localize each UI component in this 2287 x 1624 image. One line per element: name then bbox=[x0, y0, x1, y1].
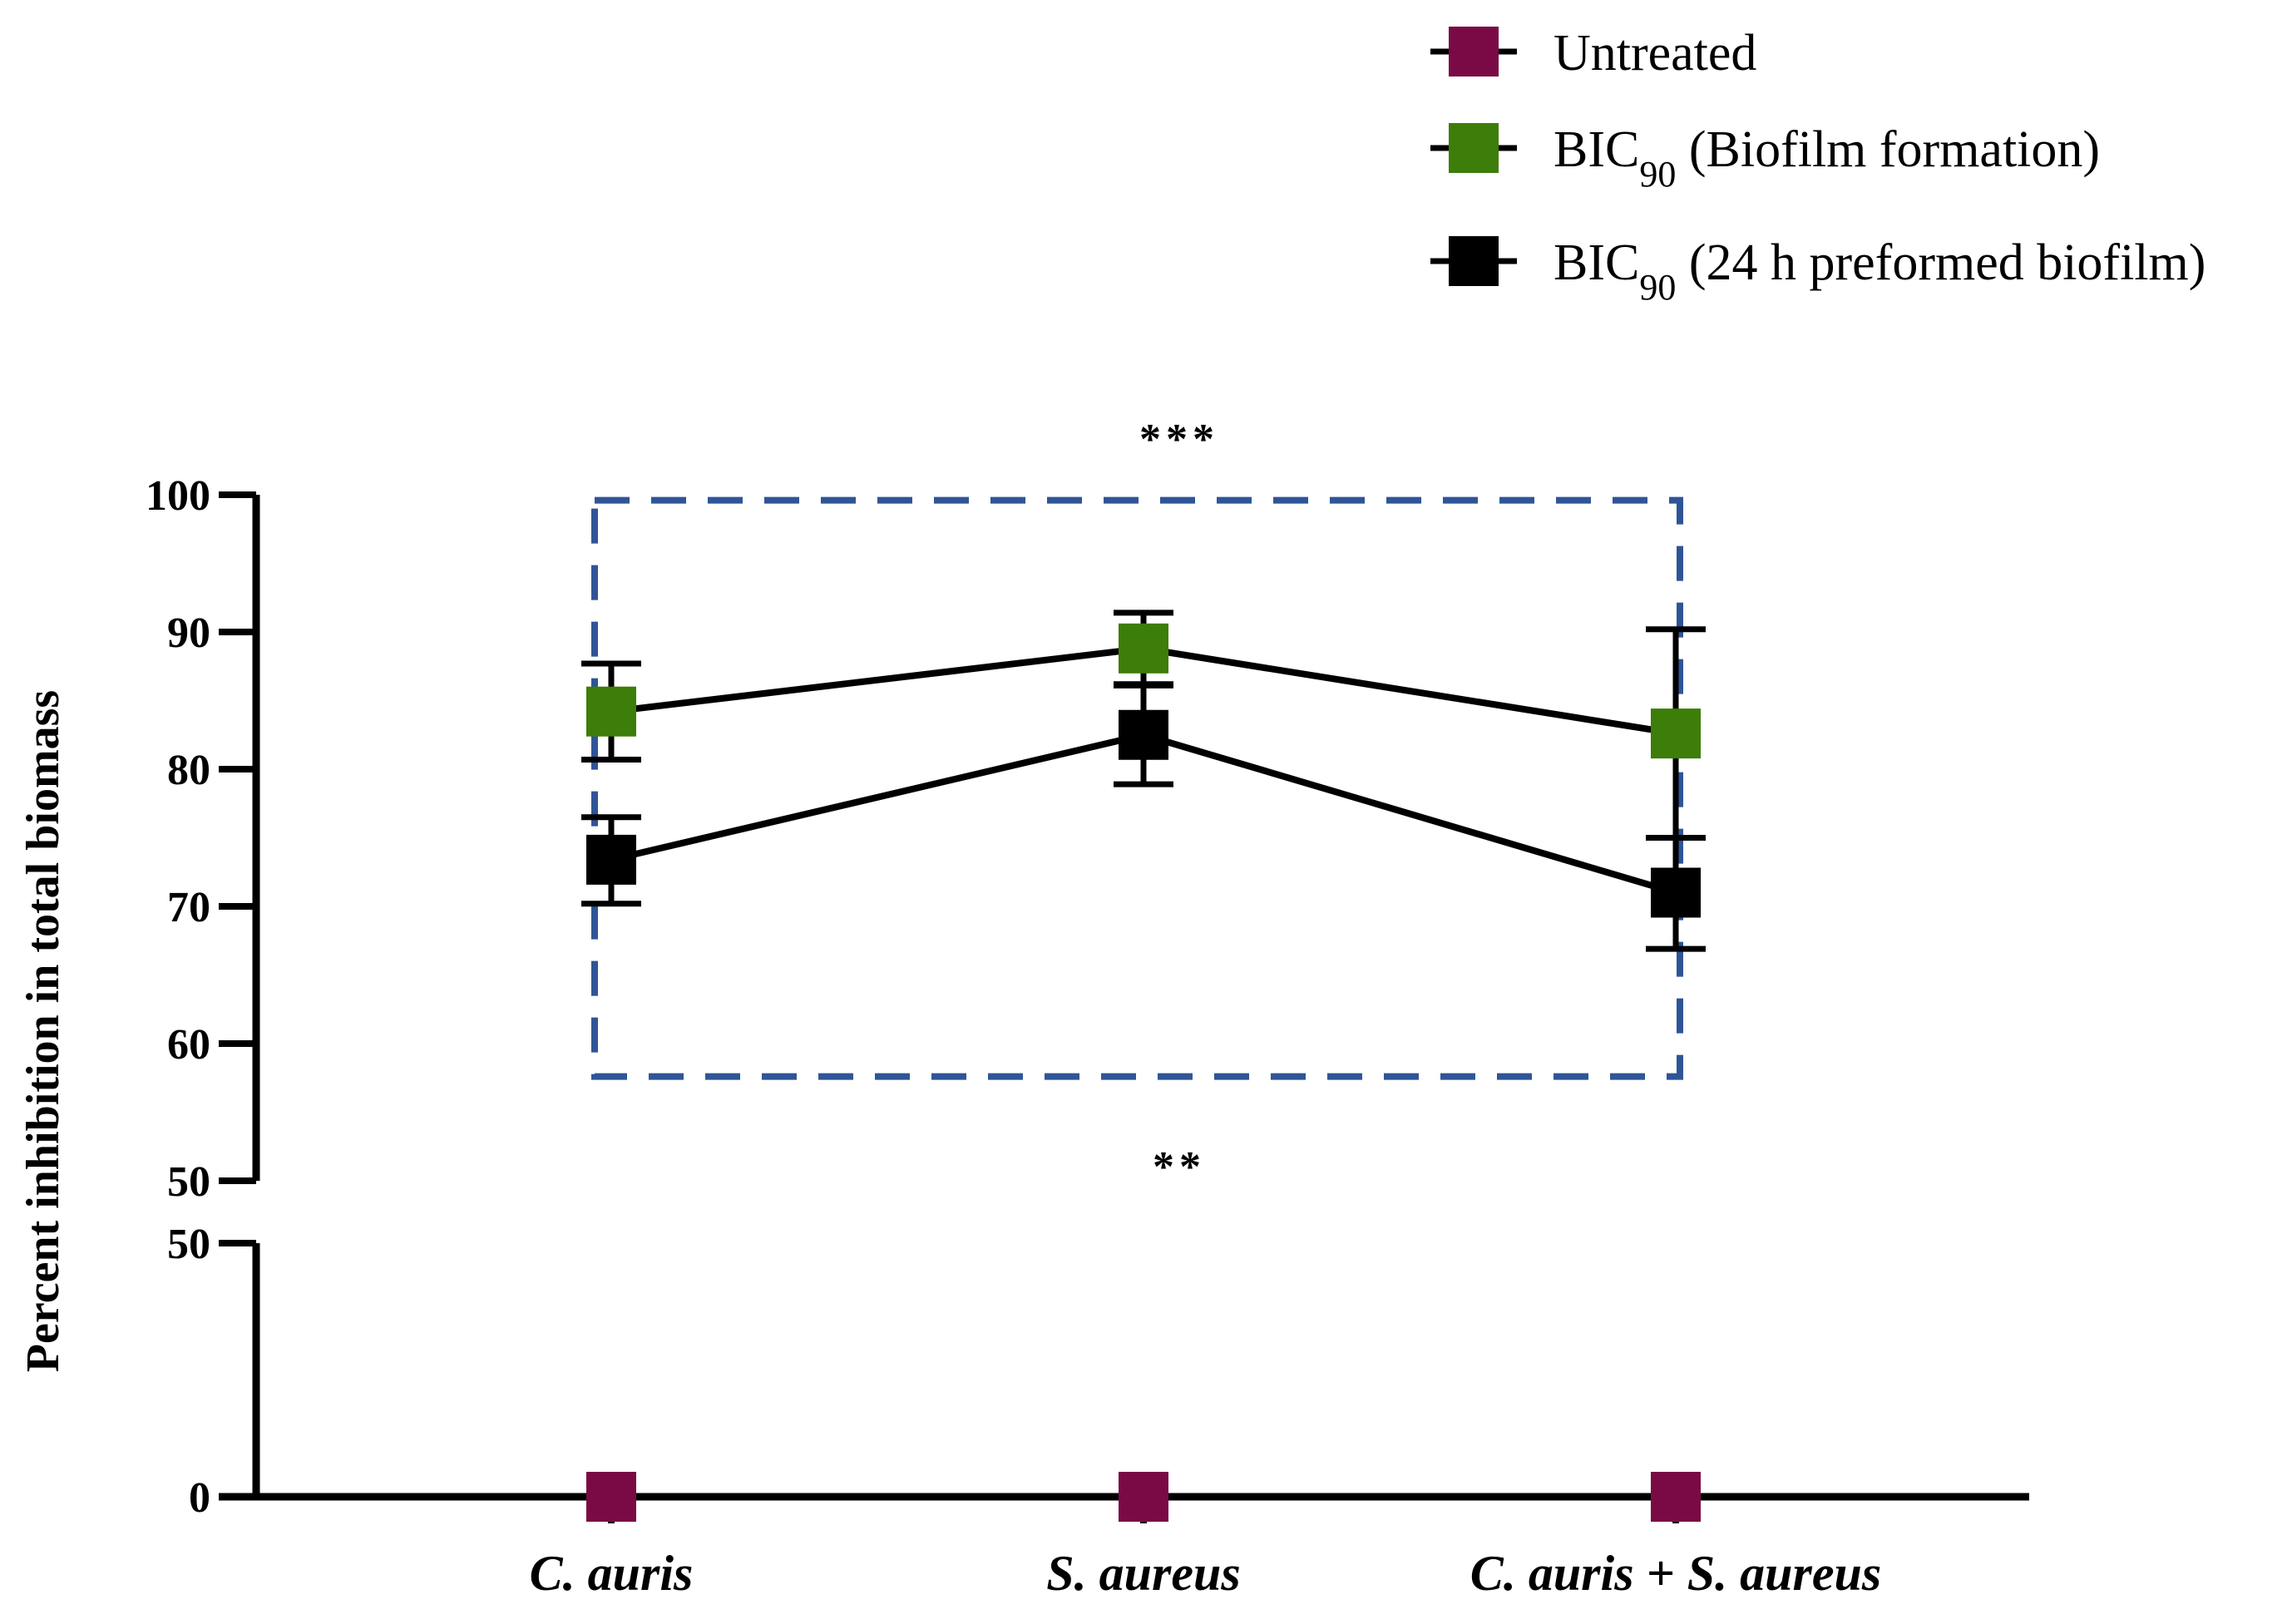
y-axis-title: Percent inhibition in total biomass bbox=[17, 690, 69, 1372]
series-0 bbox=[586, 1472, 1701, 1522]
y-tick-label-upper: 100 bbox=[146, 472, 210, 520]
legend-marker bbox=[1449, 236, 1499, 286]
legend-label-suffix: (Biofilm formation) bbox=[1676, 121, 2100, 178]
data-point bbox=[586, 1472, 636, 1522]
y-tick-label-lower: 0 bbox=[189, 1474, 210, 1522]
data-point bbox=[1119, 623, 1168, 674]
y-tick-label-lower: 50 bbox=[167, 1221, 210, 1268]
legend-label-sub: 90 bbox=[1639, 267, 1676, 308]
data-point bbox=[1651, 867, 1701, 918]
data-point bbox=[586, 834, 636, 885]
x-tick-label: S. aureus bbox=[1046, 1546, 1240, 1601]
legend-label-main: Untreated bbox=[1553, 25, 1756, 81]
legend-marker bbox=[1449, 27, 1499, 77]
data-point bbox=[1119, 1472, 1168, 1522]
significance-bottom-label: ** bbox=[1153, 1143, 1206, 1191]
y-tick-label-upper: 60 bbox=[167, 1021, 210, 1069]
y-tick-label-upper: 70 bbox=[167, 884, 210, 931]
legend-label-suffix: (24 h preformed biofilm) bbox=[1676, 234, 2205, 291]
series-1 bbox=[581, 610, 1706, 841]
significance-dashed-box bbox=[591, 496, 1683, 1080]
data-point bbox=[1119, 709, 1168, 760]
legend-label-main: BIC bbox=[1553, 121, 1639, 178]
legend-item-1: BIC90 (Biofilm formation) bbox=[1430, 121, 2100, 195]
x-tick-label: C. auris bbox=[530, 1546, 694, 1601]
series-2 bbox=[581, 682, 1706, 952]
legend-label: Untreated bbox=[1553, 25, 1756, 81]
legend-label-main: BIC bbox=[1553, 234, 1639, 291]
data-point bbox=[1651, 1472, 1701, 1522]
legend-marker bbox=[1449, 123, 1499, 173]
legend-label-sub: 90 bbox=[1639, 154, 1676, 195]
x-tick-label: C. auris + S. aureus bbox=[1470, 1546, 1881, 1601]
legend-label: BIC90 (24 h preformed biofilm) bbox=[1553, 234, 2205, 308]
axes: 50 60 70 80 90 100 0 50 C. auris S. aureus C. auri… bbox=[146, 472, 2029, 1601]
y-tick-label-upper: 50 bbox=[167, 1158, 210, 1206]
y-tick-label-upper: 90 bbox=[167, 610, 210, 657]
legend-label: BIC90 (Biofilm formation) bbox=[1553, 121, 2100, 195]
data-point bbox=[586, 686, 636, 737]
series-layer bbox=[581, 610, 1706, 1522]
significance-top-label: *** bbox=[1139, 416, 1219, 463]
significance-box: ***** bbox=[591, 416, 1683, 1191]
legend-item-0: Untreated bbox=[1430, 25, 1756, 81]
y-tick-label-upper: 80 bbox=[167, 747, 210, 794]
legend-item-2: BIC90 (24 h preformed biofilm) bbox=[1430, 234, 2205, 308]
data-point bbox=[1651, 708, 1701, 759]
